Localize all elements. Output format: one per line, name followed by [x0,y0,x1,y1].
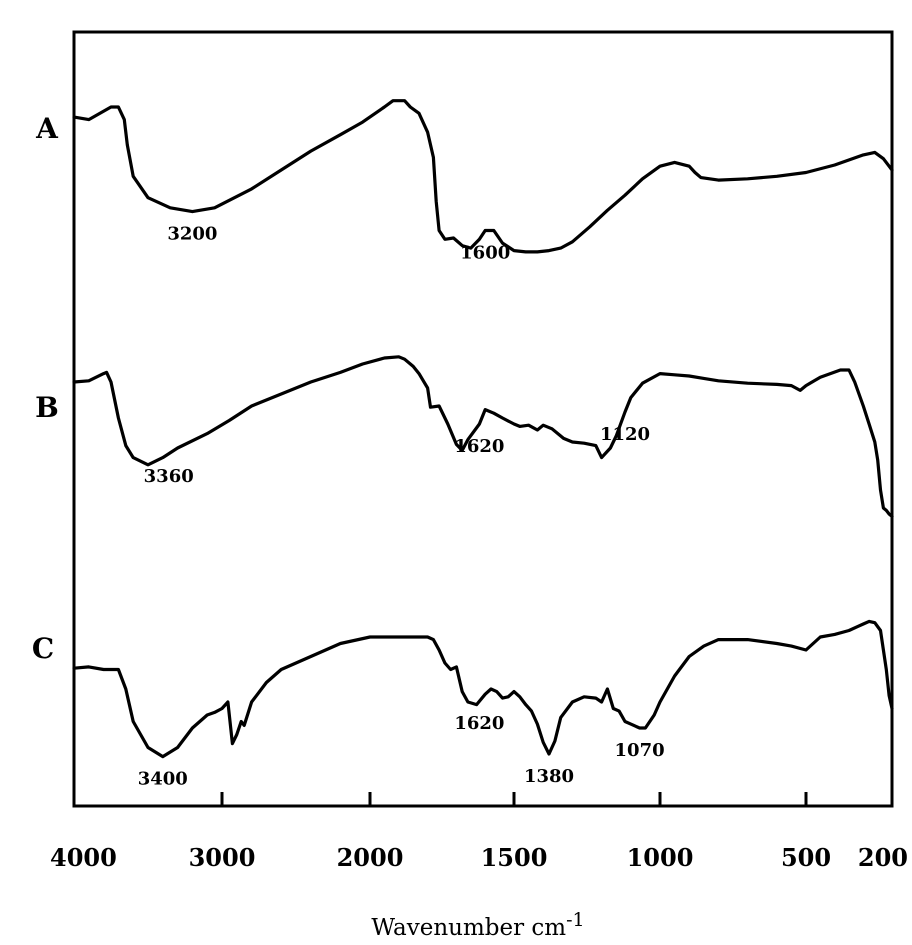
series-label-c: C [32,632,54,665]
x-tick-label-1500: 1500 [481,843,548,872]
series-label-a: A [35,112,59,145]
x-tick-label-3000: 3000 [189,843,256,872]
series-line-a [72,99,894,254]
peak-label-c-1070: 1070 [615,740,665,761]
x-tick-label-500: 500 [781,843,831,872]
peak-label-c-1380: 1380 [524,766,574,787]
peak-label-a-1600: 1600 [460,243,510,264]
x-axis-label: Wavenumber cm-1 [371,909,584,941]
x-tick-label-1000: 1000 [627,843,694,872]
x-tick-label-4000: 4000 [50,843,117,872]
peak-label-a-3200: 3200 [167,224,217,245]
series-label-b: B [35,391,59,424]
peak-label-c-3400: 3400 [138,769,188,790]
x-axis-label-superscript: -1 [566,909,585,931]
series-line-c [72,619,894,759]
x-tick-label-2000: 2000 [337,843,404,872]
peak-label-b-1620: 1620 [454,436,504,457]
series-line-b [72,355,894,518]
x-tick-label-200: 200 [858,843,908,872]
x-axis-label-text: Wavenumber cm [371,915,566,941]
peak-label-c-1620: 1620 [454,713,504,734]
peak-label-b-1120: 1120 [600,424,650,445]
peak-label-b-3360: 3360 [144,466,194,487]
plot-frame [72,30,894,808]
